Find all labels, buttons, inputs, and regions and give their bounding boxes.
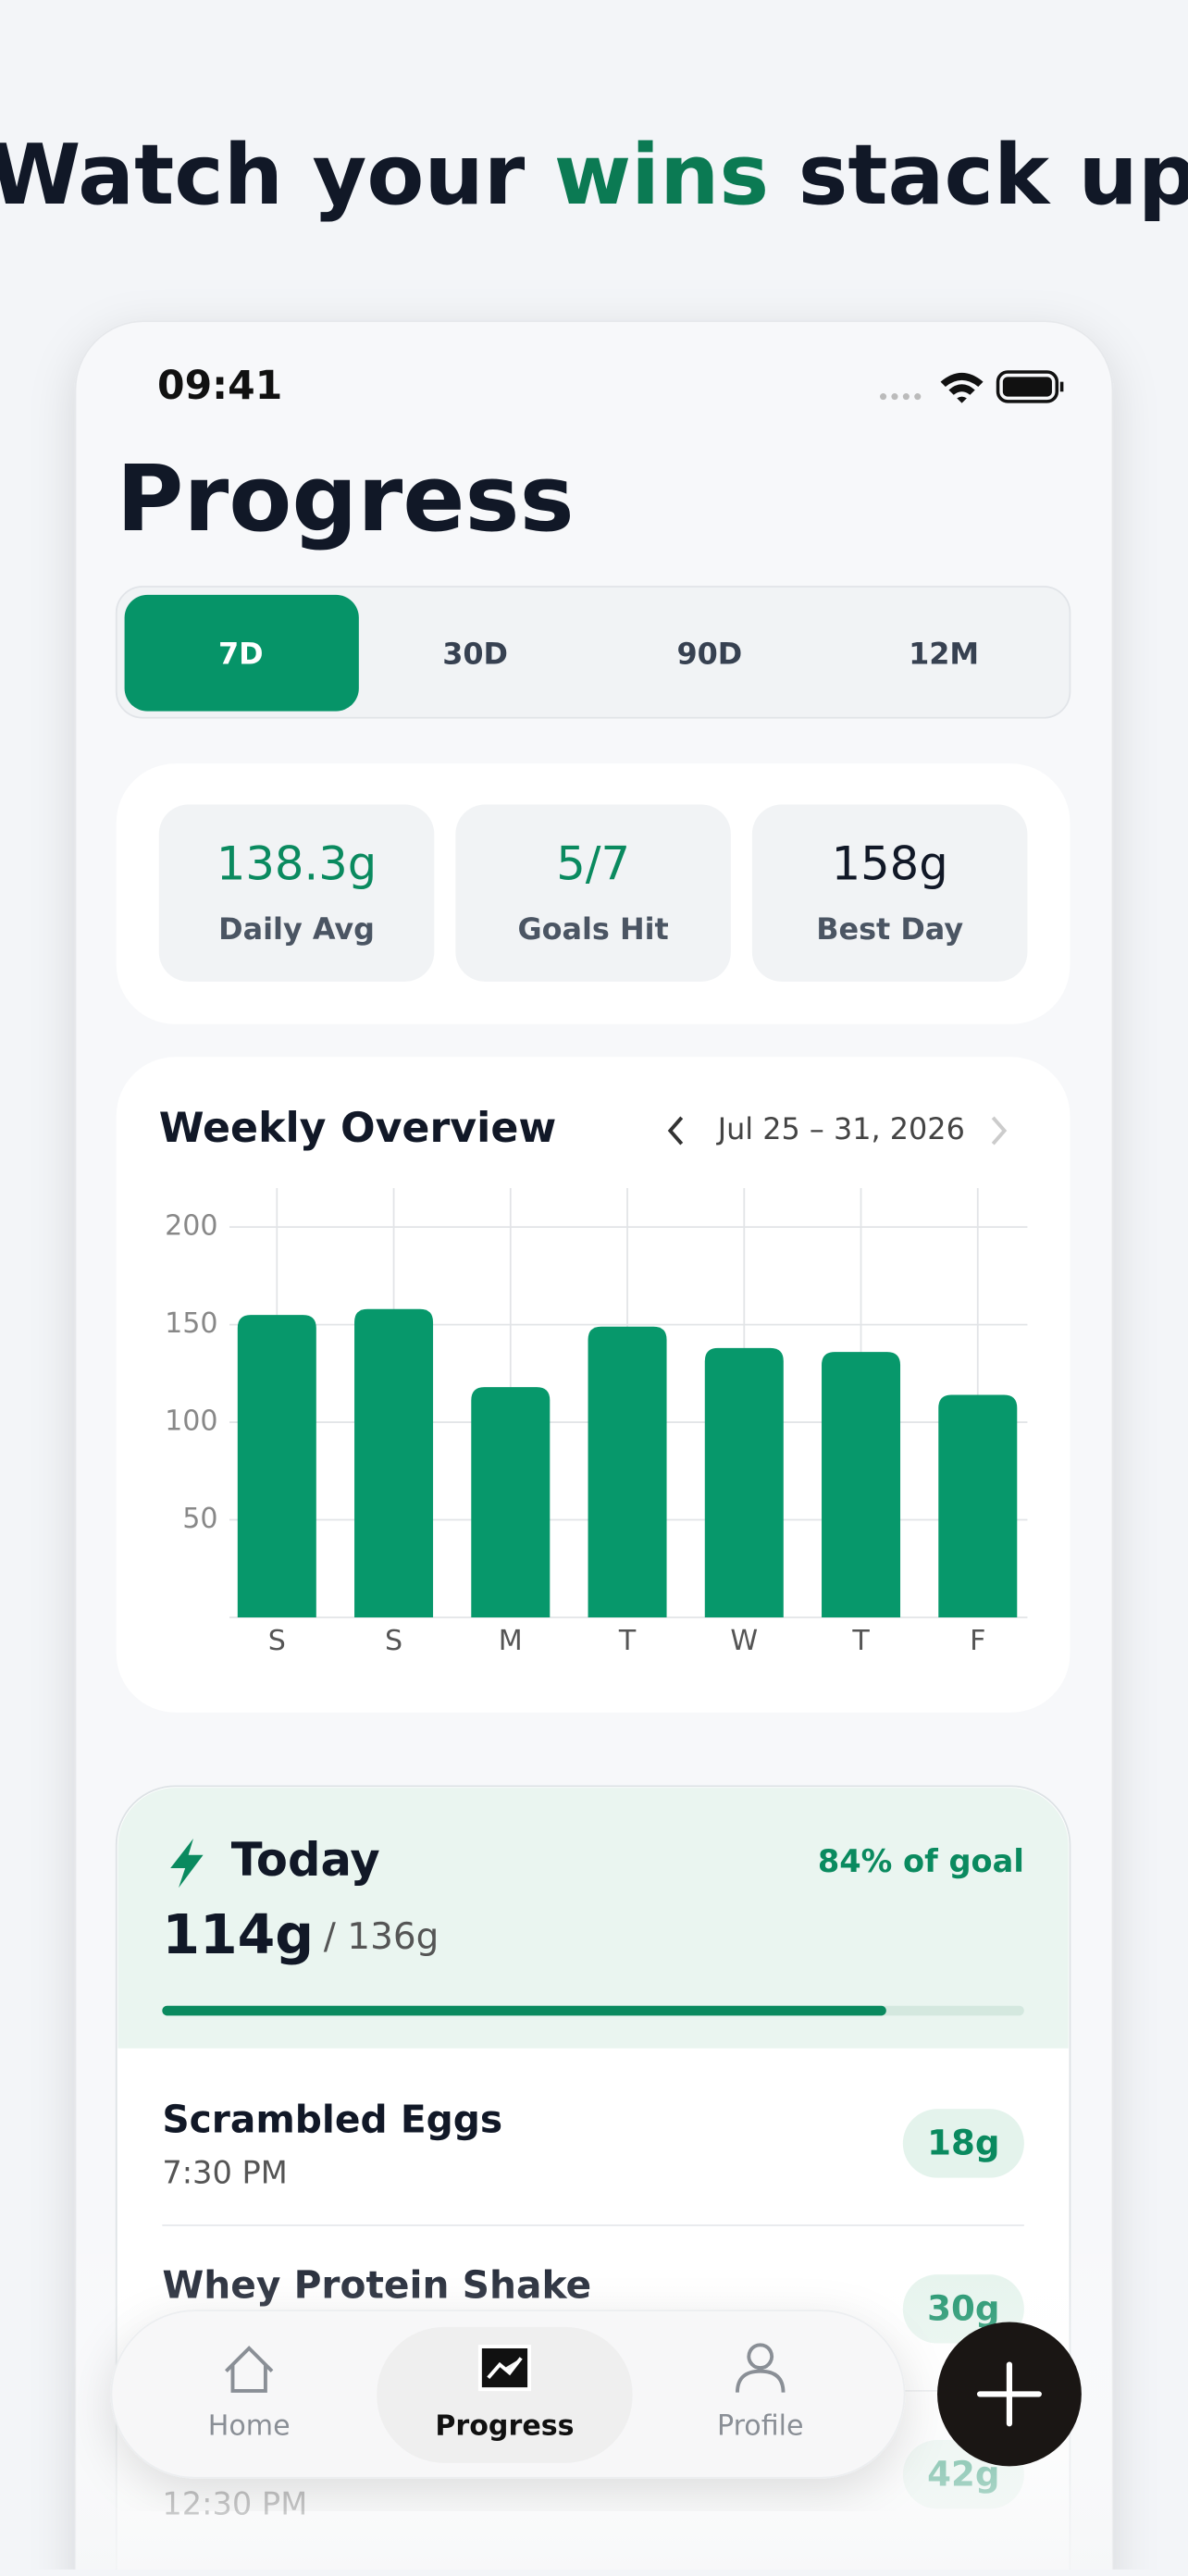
y-tick-label: 150: [165, 1307, 217, 1340]
screen-title: Progress: [117, 446, 575, 552]
headline-part: Watch your: [0, 127, 554, 224]
stat-label: Best Day: [816, 911, 963, 947]
date-range: Jul 25 – 31, 2026: [716, 1111, 965, 1146]
today-percent: 84% of goal: [818, 1843, 1024, 1879]
meal-name: Scrambled Eggs: [162, 2097, 502, 2141]
stat-label: Goals Hit: [517, 911, 668, 947]
today-title: Today: [231, 1833, 380, 1887]
nav-active-bg: [377, 2326, 633, 2463]
bolt-icon: [170, 1839, 204, 1889]
progress-fill: [162, 2005, 886, 2016]
stat-value: 5/7: [556, 836, 630, 890]
range-tab[interactable]: 30D: [442, 636, 508, 671]
nav-icon: [736, 2343, 786, 2393]
status-icons: [880, 370, 1064, 403]
prev-week[interactable]: [667, 1116, 684, 1146]
x-tick-label: M: [499, 1625, 523, 1657]
chart-title: Weekly Overview: [159, 1105, 556, 1152]
x-tick-label: S: [385, 1625, 402, 1657]
nav-icon: [225, 2346, 274, 2393]
y-tick-label: 200: [165, 1210, 217, 1243]
today-amount: 114g: [162, 1903, 314, 1966]
headline-highlight: wins: [554, 127, 769, 224]
stat-box: [751, 804, 1028, 982]
tab-active-bg: [124, 594, 359, 712]
bar: [471, 1387, 551, 1617]
nav-label[interactable]: Home: [208, 2409, 291, 2442]
next-week[interactable]: [991, 1116, 1008, 1146]
bar: [354, 1308, 434, 1617]
stat-value: 158g: [832, 836, 948, 890]
today-goal: / 136g: [324, 1916, 439, 1958]
range-tab[interactable]: 12M: [909, 636, 979, 671]
bar: [822, 1352, 901, 1617]
x-tick-label: T: [618, 1625, 637, 1657]
x-tick-label: F: [970, 1625, 985, 1657]
bar: [938, 1394, 1018, 1617]
stat-box: [158, 804, 435, 982]
stat-box: [455, 804, 731, 982]
x-tick-label: W: [730, 1625, 758, 1657]
headline-part: stack up: [769, 127, 1188, 224]
meal-protein: 18g: [927, 2123, 999, 2163]
bar: [237, 1315, 316, 1617]
y-tick-label: 100: [165, 1406, 217, 1438]
y-tick-label: 50: [182, 1503, 217, 1535]
range-tab[interactable]: 7D: [218, 636, 264, 671]
stat-value: 138.3g: [217, 836, 377, 890]
add-button[interactable]: [937, 2322, 1082, 2467]
today-amount-line: 114g/ 136g: [162, 1903, 439, 1966]
nav-label[interactable]: Profile: [717, 2409, 804, 2442]
x-tick-label: T: [851, 1625, 870, 1657]
range-tab[interactable]: 90D: [676, 636, 742, 671]
stat-label: Daily Avg: [218, 911, 375, 947]
bar: [588, 1326, 667, 1617]
nav-icon: [477, 2345, 531, 2392]
status-time: 09:41: [157, 364, 282, 409]
headline: Watch your wins stack up: [0, 127, 1188, 224]
nav-label[interactable]: Progress: [435, 2409, 574, 2442]
bar: [704, 1347, 784, 1617]
protein-pill: [902, 2109, 1024, 2178]
meal-time: 7:30 PM: [162, 2155, 288, 2191]
x-tick-label: S: [268, 1625, 286, 1657]
